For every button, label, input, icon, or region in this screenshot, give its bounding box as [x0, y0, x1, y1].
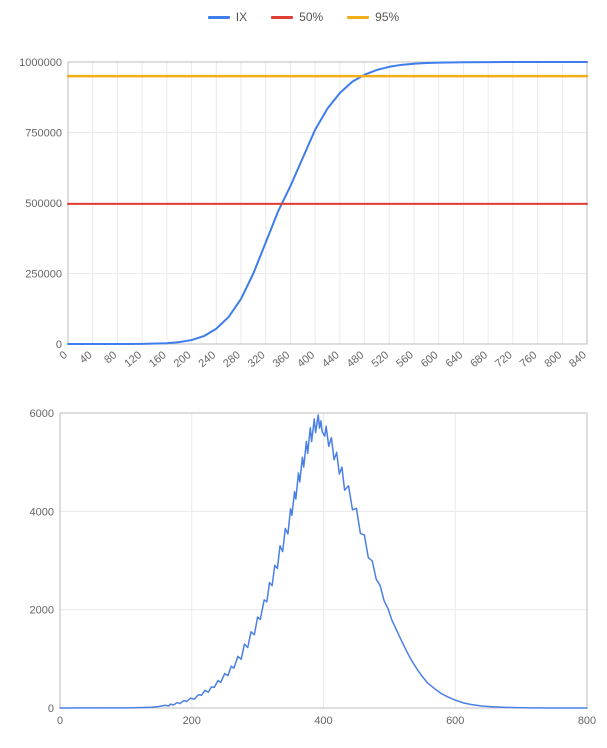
legend: IX 50% 95%: [10, 10, 597, 24]
svg-text:500000: 500000: [25, 198, 62, 210]
svg-text:560: 560: [394, 349, 416, 370]
svg-text:520: 520: [369, 349, 391, 370]
svg-text:2000: 2000: [30, 605, 54, 617]
svg-text:800: 800: [578, 715, 596, 727]
svg-text:0: 0: [48, 703, 54, 715]
legend-item: 95%: [347, 10, 399, 24]
legend-swatch: [271, 16, 293, 19]
svg-text:680: 680: [468, 349, 490, 370]
svg-text:640: 640: [444, 349, 466, 370]
svg-text:6000: 6000: [30, 408, 54, 420]
svg-text:40: 40: [78, 349, 95, 366]
svg-text:0: 0: [58, 349, 70, 362]
legend-item: IX: [208, 10, 247, 24]
svg-text:320: 320: [246, 349, 268, 370]
cumulative-chart: IX50%95% 0250000500000750000100000004080…: [10, 10, 597, 392]
svg-text:840: 840: [567, 349, 589, 370]
svg-text:1000000: 1000000: [19, 57, 62, 69]
distribution-chart-svg: 0 2000 4000 6000 0 200 400 600 800: [10, 398, 597, 738]
legend-label: 50%: [299, 10, 323, 24]
svg-text:800: 800: [542, 349, 564, 370]
svg-text:240: 240: [196, 349, 218, 370]
svg-text:480: 480: [345, 349, 367, 370]
legend-swatch: [208, 16, 230, 19]
legend-swatch: [347, 16, 369, 19]
svg-text:720: 720: [493, 349, 515, 370]
svg-text:440: 440: [320, 349, 342, 370]
svg-text:0: 0: [57, 715, 63, 727]
legend-label: IX: [236, 10, 247, 24]
svg-text:400: 400: [295, 349, 317, 370]
svg-text:200: 200: [172, 349, 194, 370]
svg-text:750000: 750000: [25, 128, 62, 140]
svg-text:250000: 250000: [25, 269, 62, 281]
svg-text:600: 600: [446, 715, 464, 727]
svg-text:4000: 4000: [30, 506, 54, 518]
svg-text:200: 200: [183, 715, 201, 727]
svg-text:400: 400: [314, 715, 332, 727]
svg-text:360: 360: [271, 349, 293, 370]
legend-item: 50%: [271, 10, 323, 24]
distribution-chart: 0 2000 4000 6000 0 200 400 600 800: [10, 398, 597, 738]
svg-text:80: 80: [102, 349, 119, 366]
svg-text:280: 280: [221, 349, 243, 370]
legend-label: 95%: [375, 10, 399, 24]
cumulative-chart-svg: 0250000500000750000100000004080120160200…: [10, 32, 597, 392]
svg-text:160: 160: [147, 349, 169, 370]
svg-text:600: 600: [419, 349, 441, 370]
svg-text:760: 760: [518, 349, 540, 370]
svg-text:120: 120: [122, 349, 144, 370]
